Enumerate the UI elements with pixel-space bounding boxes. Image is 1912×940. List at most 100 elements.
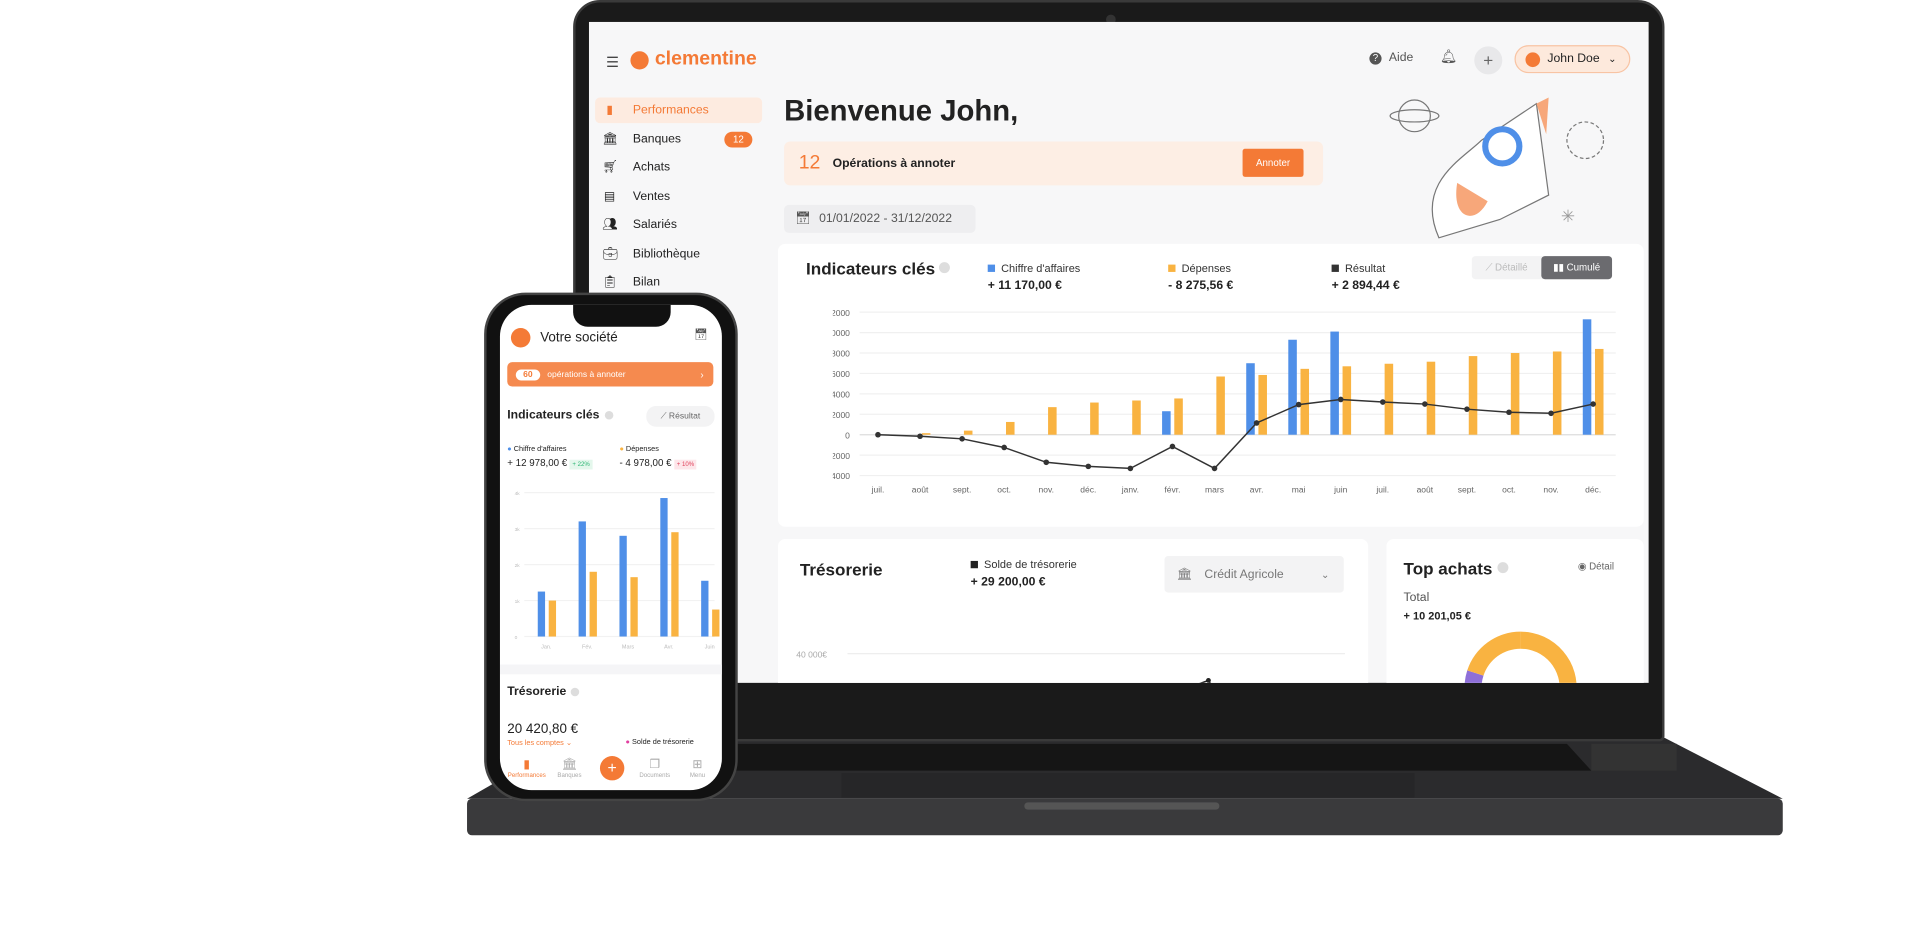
legend-swatch (1331, 264, 1339, 272)
info-icon[interactable] (604, 410, 614, 420)
sidebar-item-bibliothèque[interactable]: 💼︎ Bibliothèque (595, 241, 762, 267)
bar-depenses (921, 433, 931, 435)
nav-performances[interactable]: ▮ Performances (505, 758, 549, 779)
y-tick-label: 0 (845, 430, 850, 440)
bar-depenses (1468, 356, 1478, 435)
x-tick-label: oct. (997, 485, 1011, 495)
legend-label: Solde de trésorerie (632, 738, 694, 747)
count-badge: 12 (724, 131, 753, 148)
legend-value: + 11 170,00 € (987, 279, 1062, 293)
y-tick-label: 6000 (833, 369, 850, 379)
nav-banques[interactable]: 🏛︎ Banques (548, 758, 592, 779)
help-link[interactable]: ? Aide (1369, 51, 1413, 65)
resultat-point (1379, 399, 1386, 405)
x-tick-label: janv. (1121, 485, 1139, 495)
bank-select-value: Crédit Agricole (1204, 567, 1284, 582)
nav-add[interactable]: + (590, 756, 634, 781)
sidebar-item-label: Ventes (632, 190, 671, 204)
toggle-detail[interactable]: ⟋ Détaillé (1485, 262, 1528, 274)
detail-link[interactable]: ◉ Détail (1577, 560, 1615, 572)
bar-chiffre-affaires (578, 521, 586, 637)
y-tick-label: 2k (515, 563, 521, 569)
document-icon: ▤ (603, 190, 616, 204)
sidebar-item-achats[interactable]: 🛒︎ Achats (595, 155, 762, 181)
bar-depenses (1258, 374, 1267, 435)
y-tick-label: 12000 (833, 308, 850, 318)
resultat-point (1127, 465, 1134, 472)
nav-label: Documents (639, 771, 671, 780)
y-tick-label: 40 000€ (796, 649, 827, 659)
result-button[interactable]: ⟋ Résultat (646, 406, 715, 427)
resultat-point (959, 435, 965, 442)
annotate-count: 12 (798, 152, 821, 174)
rocket-illustration: ✳ (1389, 97, 1605, 239)
sidebar-item-performances[interactable]: ▮ Performances (595, 97, 763, 124)
bank-icon: 🏛︎ (561, 758, 578, 772)
sidebar-item-salariés[interactable]: 👥︎ Salariés (595, 212, 762, 238)
legend-label: Chiffre d'affaires (1001, 262, 1081, 275)
x-tick-label: oct. (1502, 485, 1516, 495)
sidebar-item-banques[interactable]: 🏛︎ Banques 12 (595, 127, 762, 153)
annotate-button[interactable]: Annoter (1242, 148, 1304, 177)
legend-value: + 29 200,00 € (970, 575, 1046, 589)
annotate-banner[interactable]: 60 opérations à annoter › (507, 362, 714, 387)
bar-depenses (1426, 361, 1436, 435)
bar-chiffre-affaires (660, 498, 668, 637)
brand-name: clementine (654, 48, 757, 70)
calendar-icon[interactable]: 📅︎ (694, 328, 709, 341)
toggle-cumul-label: Cumulé (1566, 262, 1601, 274)
info-icon[interactable] (938, 262, 950, 274)
info-icon[interactable] (570, 687, 580, 697)
info-icon[interactable] (1497, 562, 1509, 574)
nav-documents[interactable]: ❐ Documents (633, 758, 677, 779)
sidebar-item-label: Salariés (632, 218, 677, 232)
x-tick-label: mars (1205, 485, 1224, 495)
annotate-label: opérations à annoter (547, 370, 626, 379)
legend-swatch (1168, 264, 1176, 272)
legend-value: + 2 894,44 € (1331, 279, 1400, 293)
laptop-screen: ☰ clementine ? Aide 🔔︎ + John Doe ⌄ ▮ Per… (588, 21, 1649, 683)
user-menu[interactable]: John Doe ⌄ (1514, 45, 1631, 74)
kpi-title: Indicateurs clés (507, 408, 600, 422)
chart-icon: ▮ (606, 103, 614, 118)
hamburger-icon[interactable]: ☰ (606, 53, 620, 71)
view-toggle: ⟋ Détaillé ▮▮ Cumulé (1471, 256, 1613, 280)
bar-depenses (1300, 368, 1310, 435)
y-tick-label: -4000 (833, 471, 850, 481)
bank-select[interactable]: 🏛︎ Crédit Agricole ⌄ (1164, 556, 1344, 593)
accounts-select[interactable]: Tous les comptes ⌄ (507, 740, 572, 748)
resultat-point (1253, 420, 1260, 426)
toggle-cumul[interactable]: ▮▮ Cumulé (1541, 256, 1613, 280)
bar-depenses (630, 577, 638, 637)
phone-legend-depenses: ● Dépenses - 4 978,00 € + 10% (619, 446, 697, 470)
donut-slice (1467, 631, 1521, 676)
nav-label: Menu (689, 771, 706, 780)
documents-icon: ❐ (649, 758, 661, 772)
x-tick-label: Fév. (582, 645, 593, 651)
x-tick-label: nov. (1543, 485, 1558, 495)
date-range-picker[interactable]: 📅︎ 01/01/2022 - 31/12/2022 (784, 204, 976, 233)
nav-label: Performances (507, 771, 546, 780)
nav-menu[interactable]: ⊞ Menu (676, 758, 720, 779)
company-name[interactable]: Votre société (540, 330, 618, 346)
brand-logo[interactable]: clementine (630, 48, 757, 71)
y-tick-label: 0 (515, 635, 518, 641)
briefcase-icon: 💼︎ (602, 247, 618, 261)
tresorerie-title: Trésorerie (799, 559, 883, 580)
sidebar-item-ventes[interactable]: ▤ Ventes (595, 184, 762, 210)
sidebar-item-bilan[interactable]: 📋︎ Bilan (595, 269, 762, 295)
sidebar-item-label: Bilan (632, 275, 661, 289)
grid-icon: ⊞ (692, 758, 703, 772)
add-button[interactable]: + (1474, 46, 1503, 75)
resultat-point (1211, 465, 1218, 472)
bar-depenses (1594, 348, 1604, 435)
resultat-point (1337, 396, 1344, 403)
clementine-logo-icon (630, 50, 649, 69)
plus-icon: + (599, 756, 625, 781)
sidebar-item-label: Bibliothèque (632, 247, 700, 261)
x-tick-label: août (1417, 485, 1434, 495)
bell-icon[interactable]: 🔔︎ (1440, 49, 1458, 65)
solde-point (1205, 677, 1211, 683)
resultat-point (1169, 443, 1176, 450)
